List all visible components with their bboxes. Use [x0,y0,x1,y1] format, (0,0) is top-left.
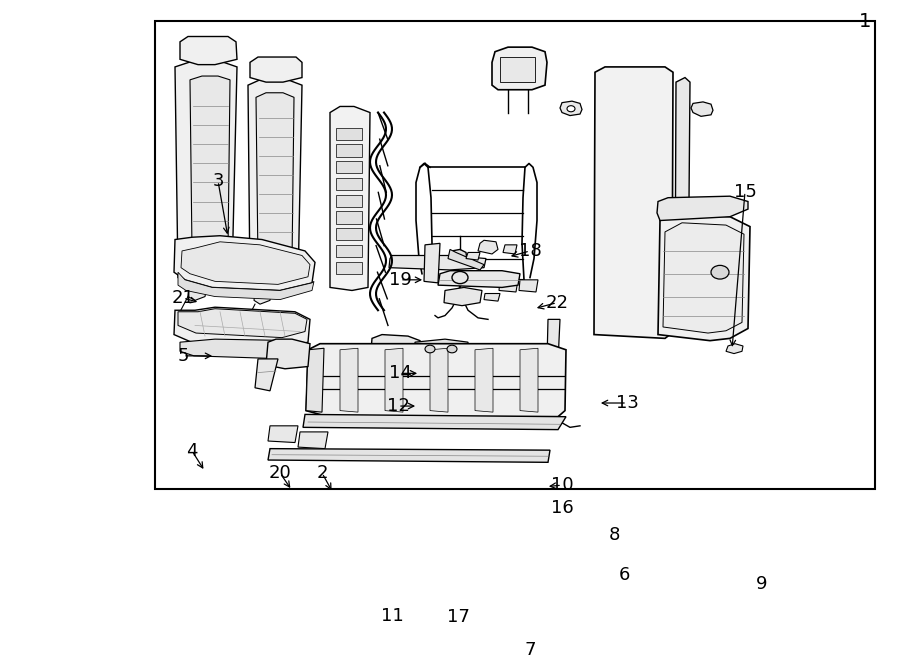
Polygon shape [181,242,310,284]
Circle shape [425,345,435,353]
Polygon shape [250,57,302,82]
Text: 12: 12 [387,397,410,415]
Polygon shape [336,178,362,190]
Polygon shape [174,236,315,290]
Polygon shape [594,67,673,338]
Polygon shape [503,245,517,254]
Polygon shape [268,449,550,462]
Polygon shape [268,426,298,443]
Circle shape [711,265,729,279]
Polygon shape [657,196,748,221]
Polygon shape [385,348,403,412]
Polygon shape [499,280,518,292]
Polygon shape [254,285,272,304]
Polygon shape [424,243,440,283]
Text: 3: 3 [212,172,224,190]
Polygon shape [450,249,467,264]
Polygon shape [336,245,362,257]
Polygon shape [174,307,310,348]
Text: 20: 20 [268,464,292,482]
Polygon shape [675,77,690,321]
Polygon shape [178,309,307,338]
Polygon shape [190,76,230,254]
Text: 4: 4 [186,442,198,460]
Polygon shape [475,348,493,412]
Text: 5: 5 [177,347,189,365]
Polygon shape [336,228,362,241]
Polygon shape [336,194,362,207]
Text: 13: 13 [616,394,638,412]
FancyBboxPatch shape [155,21,875,488]
Polygon shape [492,47,547,90]
Polygon shape [448,249,484,270]
Polygon shape [175,59,237,282]
Polygon shape [663,223,744,333]
Polygon shape [438,271,520,288]
Polygon shape [519,280,538,292]
Polygon shape [371,362,552,406]
Polygon shape [546,319,560,405]
Text: 10: 10 [551,476,573,494]
Polygon shape [444,288,482,305]
Polygon shape [430,348,448,412]
Polygon shape [180,339,309,359]
Text: 9: 9 [756,575,768,593]
Polygon shape [658,214,750,340]
Text: 18: 18 [518,242,542,260]
Polygon shape [336,262,362,274]
Text: 22: 22 [545,293,569,311]
Circle shape [567,106,575,112]
Text: 8: 8 [608,525,620,543]
Polygon shape [303,414,566,430]
Polygon shape [466,253,480,260]
Text: 21: 21 [172,289,194,307]
Polygon shape [248,77,302,289]
Polygon shape [266,339,310,369]
Text: 2: 2 [316,464,328,482]
Polygon shape [415,339,468,359]
Text: 6: 6 [618,566,630,584]
Text: 16: 16 [551,499,573,517]
Text: 15: 15 [734,182,756,201]
Text: 14: 14 [389,364,411,382]
Polygon shape [256,93,294,266]
Polygon shape [336,145,362,157]
Text: 1: 1 [859,12,871,31]
Polygon shape [298,432,328,449]
Polygon shape [478,241,498,254]
Polygon shape [255,359,278,391]
Polygon shape [336,128,362,140]
Text: 11: 11 [381,607,403,625]
Polygon shape [330,106,370,290]
Polygon shape [520,348,538,412]
Circle shape [452,272,468,284]
Text: 17: 17 [446,608,470,627]
Polygon shape [370,334,420,366]
Text: 19: 19 [389,271,411,289]
Polygon shape [306,344,566,416]
Polygon shape [180,36,237,65]
Polygon shape [336,212,362,223]
Polygon shape [306,348,324,412]
Polygon shape [484,293,500,301]
Polygon shape [389,256,486,270]
Polygon shape [500,57,535,82]
Text: 7: 7 [524,641,536,659]
Polygon shape [726,344,743,354]
Polygon shape [188,282,208,300]
Polygon shape [340,348,358,412]
Polygon shape [560,101,582,116]
Polygon shape [691,102,713,116]
Circle shape [447,345,457,353]
Polygon shape [178,272,314,299]
Polygon shape [336,161,362,173]
